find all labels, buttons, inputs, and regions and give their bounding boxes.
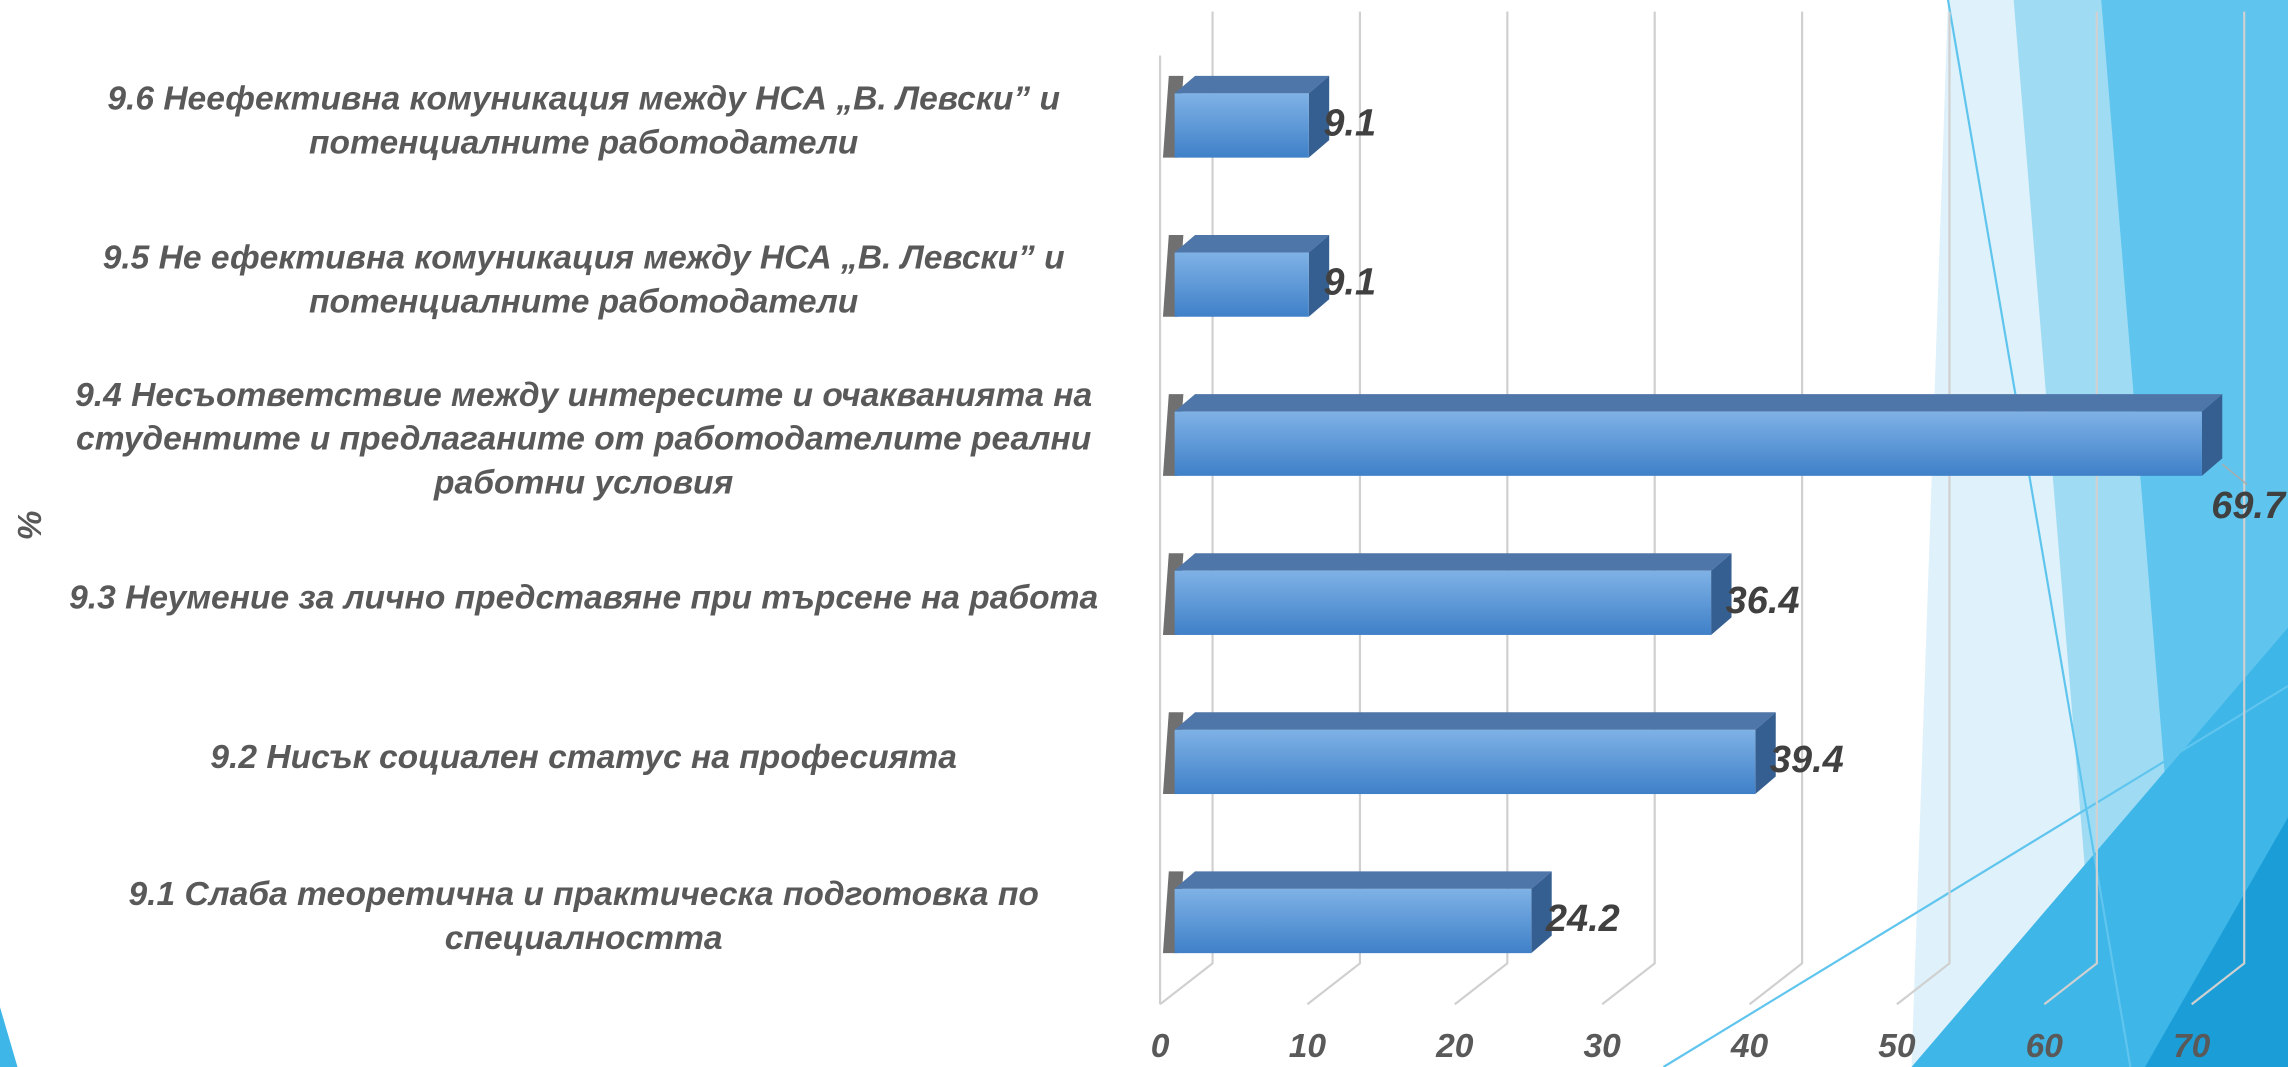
bar — [1175, 730, 1756, 794]
category-label: 9.3 Неумение за лично представяне при тъ… — [29, 575, 1138, 619]
x-tick-label: 70 — [2173, 1028, 2211, 1065]
data-label: 69.7 — [2211, 485, 2287, 527]
data-label: 9.1 — [1323, 262, 1376, 304]
bar — [1175, 571, 1711, 635]
x-tick-label: 50 — [1878, 1028, 1916, 1065]
bar-top — [1175, 871, 1552, 889]
bar-top — [1175, 394, 2223, 412]
x-tick-label: 0 — [1151, 1028, 1170, 1065]
bar — [1175, 412, 2202, 476]
grid-line — [1455, 12, 1508, 1005]
x-tick-label: 60 — [2026, 1028, 2064, 1065]
bar — [1175, 253, 1309, 317]
grid-line — [1307, 12, 1360, 1005]
bar-top — [1175, 712, 1776, 730]
grid-line — [1602, 12, 1655, 1005]
x-tick-label: 20 — [1435, 1028, 1474, 1065]
bar — [1175, 889, 1532, 953]
category-label: 9.1 Слаба теоретична и практическа подго… — [29, 871, 1138, 959]
category-label: 9.5 Не ефективна комуникация между НСА „… — [29, 235, 1138, 323]
slide: % 0 10 20 30 40 50 60 70 24.2 39.4 36.4 69.7 9.1 9.1 … — [0, 0, 2288, 1067]
bar-top — [1175, 235, 1330, 253]
x-tick-label: 10 — [1289, 1028, 1327, 1065]
x-tick-label: 40 — [1730, 1028, 1769, 1065]
category-label: 9.6 Неефективна комуникация между НСА „В… — [29, 76, 1138, 164]
category-label: 9.2 Нисък социален статус на професията — [29, 734, 1138, 778]
bar-top — [1175, 76, 1330, 94]
data-label: 24.2 — [1545, 898, 1620, 940]
category-label: 9.4 Несъответствие между интересите и оч… — [29, 372, 1138, 503]
data-label: 36.4 — [1726, 580, 1800, 622]
data-label: 9.1 — [1323, 103, 1376, 145]
bar-top — [1175, 553, 1732, 571]
x-tick-label: 30 — [1584, 1028, 1622, 1065]
grid-line — [1160, 12, 1213, 1005]
bar — [1175, 93, 1309, 157]
y-axis-label: % — [12, 511, 49, 541]
data-label: 39.4 — [1770, 739, 1844, 781]
grid-line — [1750, 12, 1803, 1005]
